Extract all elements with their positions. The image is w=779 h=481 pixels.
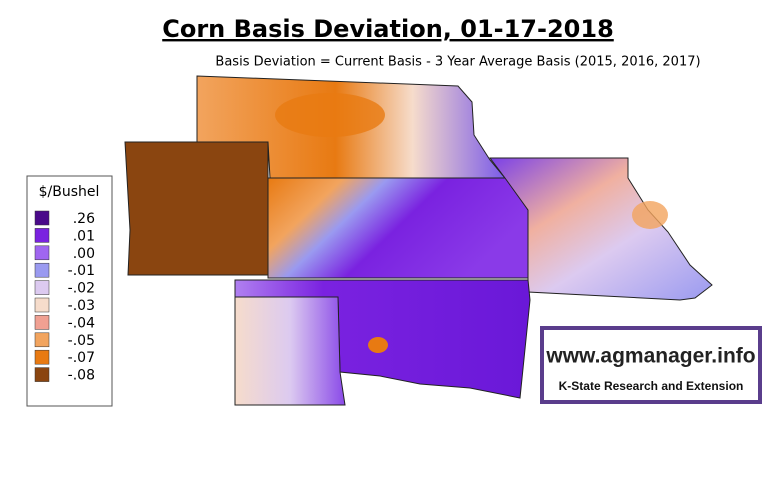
legend-swatch	[34, 262, 50, 278]
logo-box	[540, 326, 762, 404]
legend-label: .00	[73, 246, 95, 262]
logo-org: K-State Research and Extension	[559, 379, 744, 393]
legend-swatch	[34, 332, 50, 348]
missouri	[489, 157, 713, 301]
legend-swatch	[34, 367, 50, 382]
legend-label: -.03	[68, 298, 95, 314]
legend-swatch	[34, 297, 50, 313]
texas	[234, 296, 346, 406]
logo-url: www.agmanager.info	[545, 345, 755, 368]
legend-swatch	[34, 315, 50, 330]
legend-label: .26	[73, 211, 95, 227]
map	[124, 75, 713, 406]
colorado	[124, 141, 269, 276]
hotspot	[632, 201, 668, 229]
legend-swatch	[34, 228, 50, 243]
legend-label: -.04	[68, 315, 95, 331]
legend-label: -.05	[68, 333, 95, 349]
legend-swatch	[34, 245, 50, 261]
legend-label: -.08	[68, 368, 95, 384]
legend-swatch	[34, 210, 50, 226]
legend-label: .01	[73, 228, 95, 244]
legend-label: -.07	[68, 350, 95, 366]
legend-label: -.02	[68, 281, 95, 297]
subtitle: Basis Deviation = Current Basis - 3 Year…	[215, 55, 700, 70]
legend-title: $/Bushel	[39, 184, 100, 200]
legend-label: -.01	[68, 263, 95, 279]
kansas	[267, 177, 529, 279]
legend-swatch	[34, 349, 50, 365]
legend-entries: .26.01 .00-.01 -.02-.03-.04 -.05-.07 -.08	[34, 210, 95, 384]
legend-swatch	[34, 280, 50, 295]
hotspot	[368, 337, 388, 353]
title: Corn Basis Deviation, 01-17-2018	[162, 15, 614, 43]
hotspot	[275, 93, 385, 137]
